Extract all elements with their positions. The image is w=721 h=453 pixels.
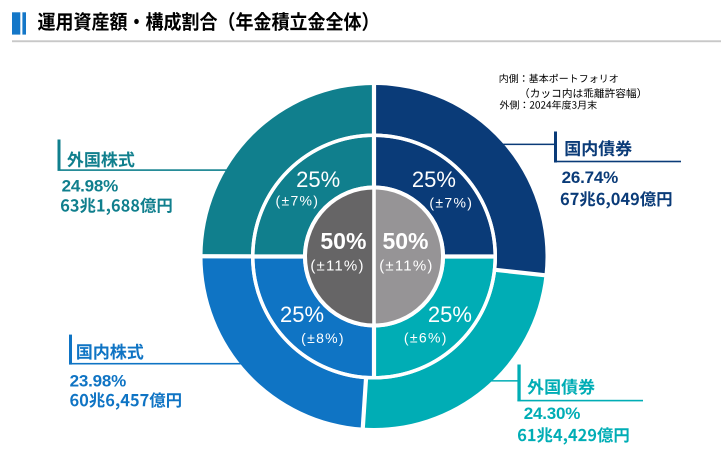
svg-text:(±6%): (±6%) [404,330,448,346]
svg-text:50%: 50% [382,228,428,254]
svg-text:(±11%): (±11%) [310,258,364,275]
svg-text:(±11%): (±11%) [379,258,433,275]
svg-text:(±7%): (±7%) [276,193,320,209]
svg-text:24.30%: 24.30% [524,404,581,423]
svg-text:25%: 25% [296,167,340,192]
svg-text:(±7%): (±7%) [429,195,473,211]
svg-text:(±8%): (±8%) [301,330,345,346]
svg-text:50%: 50% [320,228,366,254]
svg-text:25%: 25% [280,302,324,327]
svg-text:23.98%: 23.98% [70,371,127,390]
svg-text:25%: 25% [412,167,456,192]
svg-text:26.74%: 26.74% [562,168,619,187]
svg-text:24.98%: 24.98% [62,176,119,195]
svg-text:25%: 25% [428,302,472,327]
